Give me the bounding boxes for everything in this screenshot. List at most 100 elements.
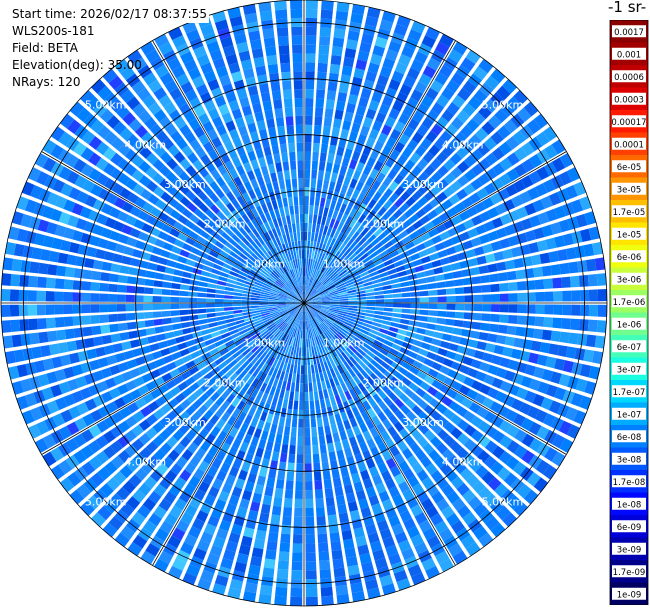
ray-gate <box>331 46 343 57</box>
ray-gate <box>473 66 488 81</box>
ray-gate <box>513 501 528 516</box>
ray-gate <box>241 213 251 224</box>
ray-gate <box>159 429 171 441</box>
ray-gate <box>403 468 415 480</box>
ray-gate <box>330 172 338 183</box>
ray-gate <box>442 144 455 158</box>
ray-gate <box>166 410 178 422</box>
ray-gate <box>388 108 400 120</box>
ray-gate <box>291 26 303 36</box>
ray-gate <box>81 315 92 325</box>
ray-gate <box>296 286 301 296</box>
ray-gate <box>373 227 384 237</box>
ray-gate <box>216 528 229 540</box>
ray-gate <box>113 220 125 232</box>
ray-gate <box>257 259 266 267</box>
ray-gate <box>217 430 228 442</box>
ray-gate <box>301 311 304 321</box>
ray-gate <box>268 299 278 302</box>
ray-gate <box>251 378 259 388</box>
ray-gate <box>75 218 88 231</box>
ray-gate <box>96 420 109 433</box>
ray-gate <box>68 187 81 201</box>
ray-gate <box>282 243 288 253</box>
ray-gate <box>356 334 366 342</box>
ray-gate <box>318 242 323 253</box>
ray-gate <box>265 252 273 262</box>
ray-gate <box>528 170 542 185</box>
ray-gate <box>363 281 373 287</box>
ray-gate <box>8 226 20 241</box>
ray-gate <box>267 346 275 356</box>
ray-gate <box>314 489 324 499</box>
ray-gate <box>84 221 96 233</box>
ray-gate <box>394 240 404 249</box>
ray-gate <box>455 295 465 303</box>
ray-gate <box>167 398 179 409</box>
ray-gate <box>134 303 144 311</box>
ray-gate <box>109 230 121 242</box>
ray-gate <box>315 251 321 261</box>
ray-gate <box>228 359 238 369</box>
ray-gate <box>348 228 356 238</box>
ray-gate <box>324 108 334 118</box>
ray-gate <box>63 304 73 315</box>
ray-gate <box>229 251 239 259</box>
ray-gate <box>280 254 286 264</box>
ray-gate <box>227 7 242 19</box>
ray-gate <box>228 223 238 234</box>
ray-gate <box>67 215 79 228</box>
ray-gate <box>422 336 433 344</box>
ray-gate <box>319 311 328 317</box>
ray-gate <box>242 290 252 295</box>
ray-gate <box>281 323 289 332</box>
ray-gate <box>461 329 472 338</box>
ray-gate <box>209 180 220 192</box>
ray-gate <box>215 294 225 299</box>
ray-gate <box>463 219 475 230</box>
ray-gate <box>516 206 529 219</box>
ray-gate <box>281 312 290 319</box>
ray-gate <box>361 561 374 573</box>
ray-gate <box>322 416 330 427</box>
ray-gate <box>176 73 190 87</box>
ray-gate <box>299 392 304 402</box>
ray-gate <box>467 339 479 349</box>
ray-gate <box>190 325 201 333</box>
ray-gate <box>255 215 264 226</box>
ray-gate <box>336 593 350 605</box>
ray-gate <box>481 284 491 293</box>
ray-gate <box>192 331 203 339</box>
ray-gate <box>312 241 317 251</box>
ray-gate <box>487 115 502 129</box>
ray-gate <box>34 153 49 168</box>
ray-gate <box>138 432 151 446</box>
ray-gate <box>316 271 322 280</box>
ray-gate <box>216 316 226 321</box>
ray-gate <box>233 79 246 91</box>
ray-gate <box>350 342 360 351</box>
ray-gate <box>301 240 304 250</box>
ray-gate <box>427 228 439 238</box>
ray-gate <box>200 270 211 278</box>
ray-gate <box>158 550 173 565</box>
ray-gate <box>173 442 186 455</box>
ray-gate <box>367 198 377 209</box>
ray-gate <box>406 67 420 80</box>
ray-gate <box>333 366 340 377</box>
ray-gate <box>292 259 297 269</box>
ray-gate <box>289 160 297 170</box>
ray-gate <box>357 303 367 306</box>
ray-gate <box>122 112 136 126</box>
ray-gate <box>288 326 293 336</box>
ray-gate <box>283 426 291 436</box>
ray-gate <box>475 371 487 382</box>
ray-gate <box>305 53 316 63</box>
ray-gate <box>309 289 316 297</box>
ray-gate <box>197 313 208 320</box>
ray-gate <box>508 210 520 222</box>
ray-gate <box>312 303 322 306</box>
ray-gate <box>121 341 132 351</box>
ray-gate <box>441 333 452 342</box>
ray-gate <box>77 350 89 362</box>
